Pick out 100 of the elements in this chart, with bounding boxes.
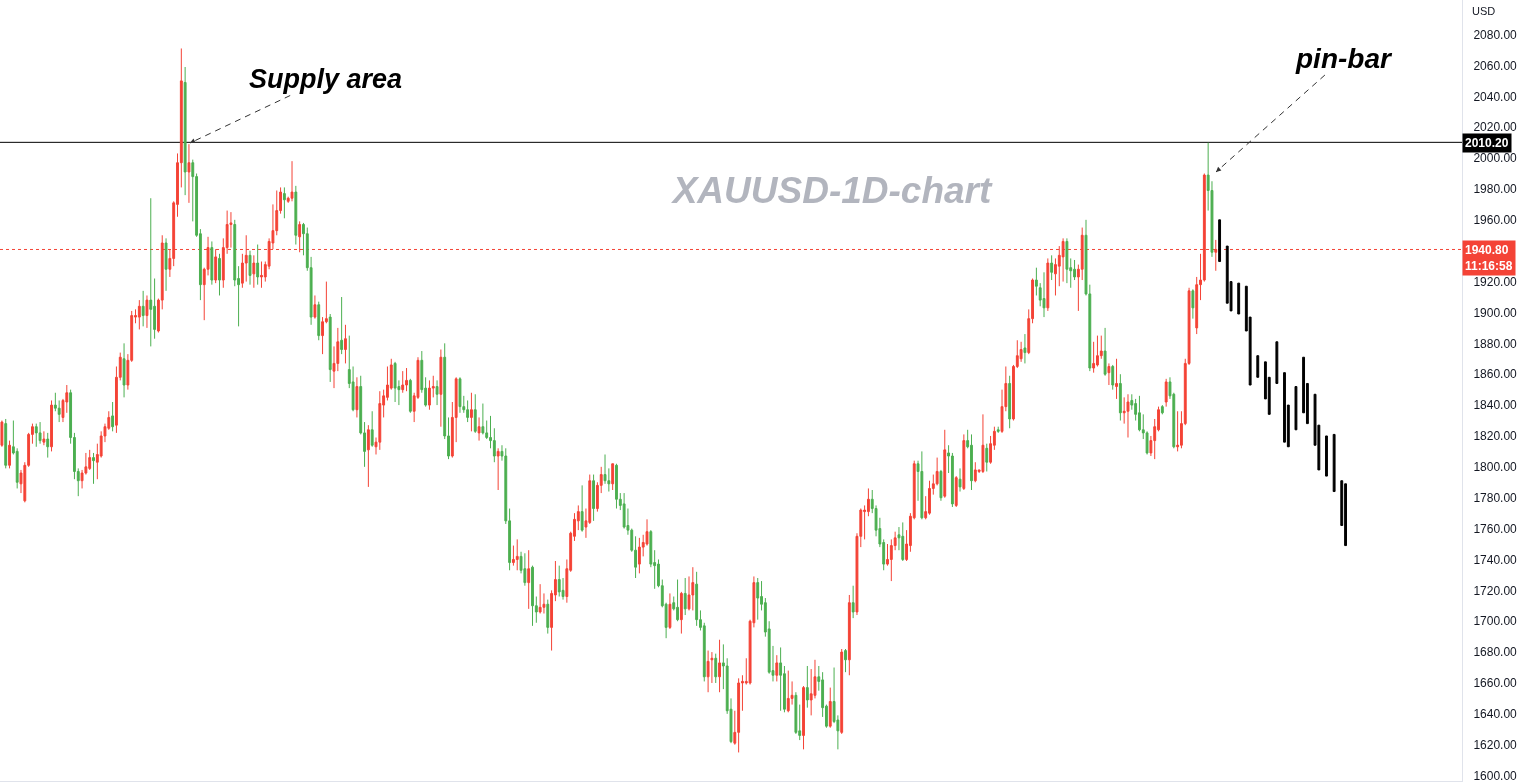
candlestick: [1050, 254, 1054, 281]
candlestick: [615, 463, 618, 510]
candlestick: [137, 299, 141, 330]
candlestick: [408, 378, 412, 414]
candlestick: [1118, 373, 1122, 422]
candlestick: [1115, 358, 1118, 400]
candlestick: [1034, 267, 1038, 296]
candlestick: [439, 349, 443, 428]
candlestick: [981, 413, 985, 474]
candlestick: [1103, 327, 1107, 377]
y-tick-label: 1640.00: [1473, 707, 1518, 722]
candlestick: [1023, 333, 1027, 364]
candlestick: [546, 599, 550, 635]
candlestick: [1283, 372, 1286, 443]
candlestick: [1325, 435, 1328, 477]
candlestick: [985, 443, 989, 472]
candlestick: [695, 571, 699, 627]
candlestick: [920, 450, 924, 520]
candlestick: [252, 254, 256, 289]
candlestick: [1332, 433, 1336, 493]
candlestick: [344, 324, 347, 364]
candlestick: [691, 566, 695, 611]
y-tick-label: 1820.00: [1473, 429, 1518, 444]
candlestick: [42, 430, 46, 446]
y-tick-label: 2020.00: [1473, 120, 1518, 135]
candlestick: [668, 592, 672, 630]
candlestick: [92, 452, 95, 485]
candlestick: [737, 677, 741, 753]
y-tick-label: 1740.00: [1473, 552, 1518, 567]
y-tick-label: 2060.00: [1473, 58, 1518, 73]
candlestick: [282, 186, 286, 219]
candlestick: [260, 261, 263, 289]
candlestick: [1256, 355, 1260, 378]
candlestick: [183, 66, 187, 196]
candlestick: [187, 143, 191, 204]
candlestick: [802, 685, 805, 750]
y-tick-label: 1900.00: [1473, 305, 1518, 320]
candlestick: [46, 432, 50, 459]
candlestick: [840, 648, 844, 735]
candlestick: [844, 648, 847, 673]
y-tick-label: 2040.00: [1473, 89, 1518, 104]
y-tick-label: 1960.00: [1473, 213, 1518, 228]
candlestick: [458, 376, 462, 414]
ref-line-label: 2010.20: [1465, 136, 1509, 150]
candlestick: [1061, 237, 1065, 283]
candlestick: [355, 376, 359, 418]
candlestick: [1107, 362, 1111, 386]
annotation: Supply area: [249, 64, 403, 94]
candlestick: [122, 342, 126, 398]
candlestick: [50, 399, 53, 452]
candlestick: [1344, 483, 1348, 547]
candlestick: [317, 301, 321, 341]
candlestick: [901, 521, 905, 562]
candlestick: [828, 687, 832, 729]
candlestick: [1164, 378, 1168, 408]
candlestick: [496, 447, 500, 491]
candlestick: [851, 585, 855, 619]
y-tick-label: 1920.00: [1473, 274, 1518, 289]
candlestick: [248, 250, 252, 286]
y-tick-label: 1760.00: [1473, 521, 1518, 536]
candlestick: [477, 416, 481, 442]
candlestick: [1237, 282, 1241, 315]
candlestick: [466, 399, 470, 423]
candlestick: [88, 449, 92, 471]
candlestick: [294, 185, 298, 246]
candlestick: [592, 474, 596, 522]
candlestick: [973, 461, 977, 483]
candlestick: [141, 290, 145, 327]
candlestick: [38, 421, 42, 445]
candlestick: [954, 475, 958, 508]
candlestick: [523, 552, 527, 587]
ref-line-label: 1940.80 11:16:58: [1465, 243, 1513, 273]
candlestick: [939, 469, 943, 502]
y-tick-label: 1720.00: [1473, 583, 1518, 598]
candlestick: [756, 577, 760, 621]
candlestick: [775, 654, 779, 682]
candlestick: [164, 237, 168, 292]
candlestick: [256, 244, 260, 286]
candlestick: [683, 577, 687, 616]
candlestick: [557, 565, 561, 598]
y-tick-label: 2080.00: [1473, 27, 1518, 42]
candlestick: [1160, 404, 1164, 415]
candlestick: [1065, 237, 1069, 284]
candlestick: [149, 197, 153, 347]
candlestick: [481, 403, 485, 435]
candlestick: [718, 639, 721, 693]
candlestick: [473, 393, 477, 434]
candlestick: [538, 583, 542, 614]
candlestick: [1191, 288, 1195, 320]
candlestick: [962, 433, 966, 491]
candlestick: [637, 537, 641, 574]
candlestick: [435, 379, 439, 406]
candlestick: [580, 484, 584, 533]
candlestick: [706, 650, 710, 693]
candlestick: [515, 538, 519, 571]
y-tick-label: 1860.00: [1473, 367, 1518, 382]
candlestick: [1176, 410, 1180, 452]
candlestick: [527, 549, 531, 610]
y-tick-label: 1800.00: [1473, 460, 1518, 475]
candlestick: [676, 579, 679, 622]
